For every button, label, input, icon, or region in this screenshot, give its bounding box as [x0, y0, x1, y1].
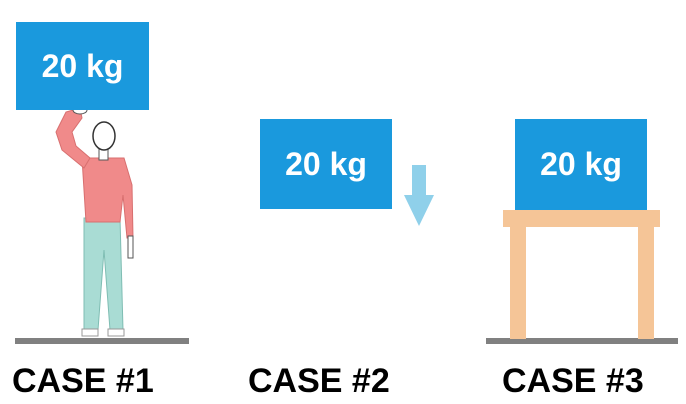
- case-label-2: CASE #2: [248, 362, 390, 400]
- person-raised-arm: [55, 107, 91, 169]
- table-leg-left: [510, 227, 526, 339]
- ground-line-case-3: [486, 338, 678, 344]
- weight-box-case-3: 20 kg: [515, 119, 647, 210]
- ground-line-case-1: [15, 338, 189, 344]
- person-shirt: [81, 157, 134, 239]
- weight-box-label-case-2: 20 kg: [285, 145, 367, 182]
- table-icon: [503, 210, 660, 339]
- table-leg-right: [638, 227, 654, 339]
- person-left-shoe: [81, 328, 99, 337]
- person-lowered-hand: [127, 235, 134, 259]
- weight-box-label-case-1: 20 kg: [41, 47, 124, 84]
- person-icon: [55, 105, 134, 337]
- down-arrow-icon: [404, 165, 434, 226]
- person-head: [92, 121, 116, 151]
- table-top: [503, 210, 660, 227]
- weight-box-label-case-3: 20 kg: [540, 146, 622, 182]
- weight-box-case-2: 20 kg: [260, 119, 392, 209]
- case-label-1: CASE #1: [12, 362, 154, 400]
- person-pants: [83, 217, 124, 331]
- case-label-3: CASE #3: [502, 362, 644, 400]
- weight-box-case-1: 20 kg: [16, 22, 149, 110]
- person-right-shoe: [107, 328, 125, 337]
